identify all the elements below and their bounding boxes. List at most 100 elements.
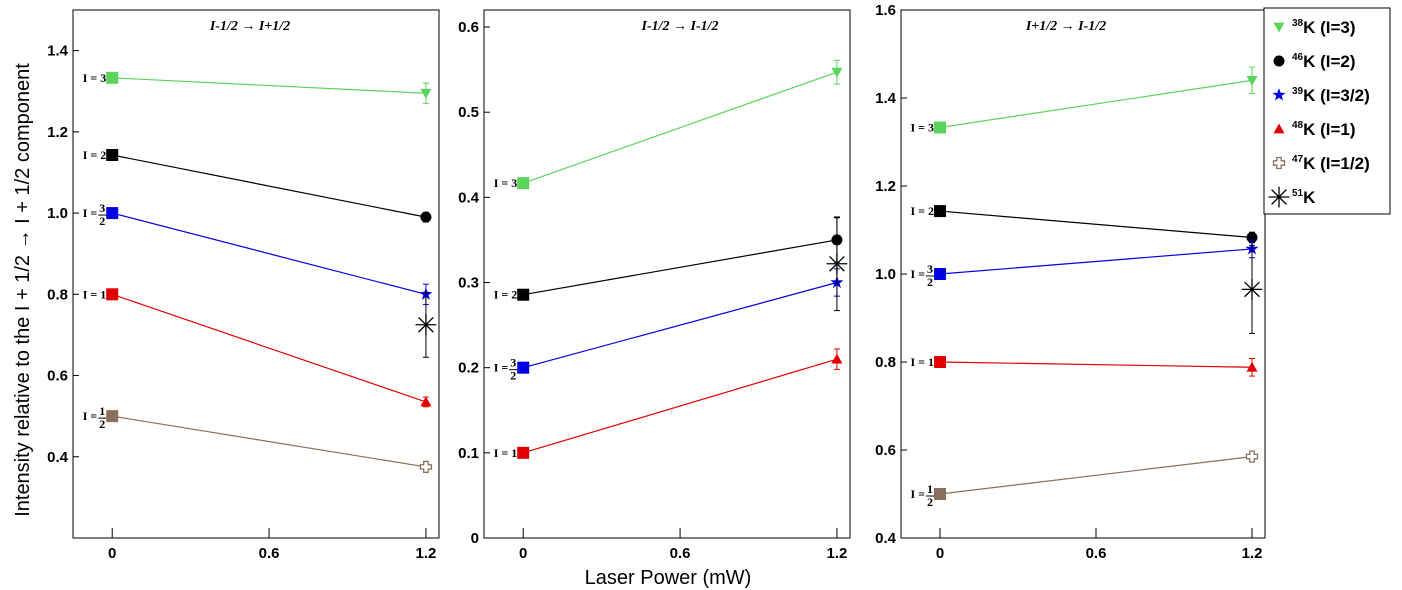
series-line bbox=[112, 154, 427, 218]
point-label-num: 3 bbox=[927, 262, 933, 276]
data-point-calc bbox=[934, 268, 946, 280]
data-point-measured bbox=[420, 211, 432, 223]
legend-entry-51K: 51K bbox=[1268, 186, 1316, 208]
series-51K bbox=[1241, 244, 1263, 334]
chart-panels: 0.4 0.6 0.8 1.0 1.2 1.4 0 0.6 1.2 I-1/2 → I+1/2 I … bbox=[47, 2, 1266, 562]
series-line bbox=[112, 415, 427, 468]
legend-label: 48K (I=1) bbox=[1292, 120, 1356, 139]
data-point-measured bbox=[1246, 76, 1258, 86]
series-39K: I = 32 bbox=[494, 268, 844, 383]
data-point-measured bbox=[831, 67, 843, 78]
data-point-measured bbox=[419, 460, 433, 474]
series-line bbox=[523, 281, 838, 369]
legend-label: 38K (I=3) bbox=[1292, 18, 1356, 37]
x-tick-label: 0.6 bbox=[1086, 545, 1107, 562]
legend-entry-38K: 38K (I=3) bbox=[1273, 18, 1356, 37]
plot-frame bbox=[72, 9, 440, 539]
series-line bbox=[939, 456, 1253, 495]
series-line bbox=[939, 361, 1253, 368]
data-point-measured bbox=[415, 314, 437, 336]
series-38K: I = 3 bbox=[494, 59, 843, 190]
series-line bbox=[939, 248, 1253, 275]
point-label: I = bbox=[910, 267, 925, 281]
data-point-calc bbox=[517, 288, 530, 301]
point-label-num: 1 bbox=[99, 404, 105, 418]
legend-label: 51K bbox=[1292, 188, 1316, 207]
legend-marker bbox=[1273, 123, 1285, 134]
y-tick-label: 0.8 bbox=[47, 286, 68, 303]
legend: 38K (I=3) 46K (I=2) 39K (I=3/2) 48K (I=1) 47… bbox=[1263, 7, 1391, 215]
data-point-calc bbox=[106, 207, 119, 220]
plot-frame bbox=[900, 9, 1266, 539]
legend-marker bbox=[1272, 156, 1286, 170]
panel-2: 0 0.1 0.2 0.3 0.4 0.5 0.6 0 0.6 1.2 I-1/2 → I-1/2 I… bbox=[458, 9, 851, 562]
point-label-den: 2 bbox=[510, 369, 516, 383]
panel-3: 0.4 0.6 0.8 1.0 1.2 1.4 1.6 0 0.6 1.2 I+1/2 → I-1/… bbox=[875, 2, 1266, 562]
legend-entry-47K: 47K (I=1/2) bbox=[1272, 154, 1370, 173]
x-tick-label: 0 bbox=[108, 545, 116, 562]
point-label-den: 2 bbox=[99, 417, 105, 431]
data-point-calc bbox=[106, 148, 119, 161]
data-point-measured bbox=[1241, 279, 1263, 300]
data-point-calc bbox=[517, 446, 530, 459]
data-point-measured bbox=[420, 88, 432, 99]
data-point-calc bbox=[934, 121, 946, 134]
point-label: I = 3 bbox=[83, 71, 107, 85]
legend-label: 47K (I=1/2) bbox=[1292, 154, 1370, 173]
y-tick-label: 1.6 bbox=[875, 2, 896, 19]
data-point-calc bbox=[517, 177, 530, 190]
series-line bbox=[523, 358, 838, 454]
data-point-measured bbox=[826, 253, 848, 275]
series-46K: I = 2 bbox=[910, 204, 1258, 244]
point-label: I = 1 bbox=[83, 287, 107, 301]
point-label: I = 2 bbox=[83, 148, 107, 162]
x-axis-label: Laser Power (mW) bbox=[585, 567, 752, 589]
y-tick-label: 0.4 bbox=[875, 530, 897, 547]
point-label: I = 1 bbox=[494, 446, 518, 460]
data-point-calc bbox=[106, 410, 119, 423]
series-38K: I = 3 bbox=[910, 66, 1258, 134]
point-label: I = 3 bbox=[494, 176, 518, 190]
x-tick-label: 1.2 bbox=[826, 545, 847, 562]
x-tick-label: 1.2 bbox=[415, 545, 436, 562]
series-39K: I = 32 bbox=[910, 239, 1259, 289]
point-label: I = bbox=[83, 206, 98, 220]
y-tick-label: 0.2 bbox=[458, 360, 479, 377]
series-38K: I = 3 bbox=[83, 71, 432, 104]
series-39K: I = 32 bbox=[83, 201, 433, 305]
data-point-calc bbox=[934, 205, 946, 218]
series-line bbox=[112, 293, 427, 403]
legend-marker bbox=[1273, 55, 1285, 67]
y-tick-label: 0.8 bbox=[875, 354, 896, 371]
y-tick-label: 1.0 bbox=[47, 205, 68, 222]
series-46K: I = 2 bbox=[494, 217, 843, 302]
y-tick-label: 0.6 bbox=[458, 19, 479, 36]
legend-entry-39K: 39K (I=3/2) bbox=[1272, 86, 1370, 105]
y-tick-label: 0.6 bbox=[875, 442, 896, 459]
data-point-calc bbox=[106, 288, 119, 301]
data-point-calc bbox=[934, 488, 946, 500]
series-line bbox=[112, 77, 426, 94]
point-label: I = bbox=[494, 361, 509, 375]
series-51K bbox=[415, 291, 437, 358]
series-line bbox=[939, 79, 1253, 129]
legend-entry-48K: 48K (I=1) bbox=[1273, 120, 1356, 139]
y-tick-label: 0.4 bbox=[458, 189, 480, 206]
y-tick-label: 0.6 bbox=[47, 368, 68, 385]
data-point-measured bbox=[420, 396, 432, 407]
series-line bbox=[112, 212, 427, 295]
data-point-calc bbox=[517, 361, 530, 374]
series-47K: I = 12 bbox=[910, 450, 1259, 509]
data-point-calc bbox=[106, 71, 119, 84]
panel-title: I-1/2 → I+1/2 bbox=[209, 19, 290, 34]
x-tick-label: 0 bbox=[519, 545, 527, 562]
point-label-num: 3 bbox=[99, 201, 105, 215]
series-line bbox=[523, 71, 838, 184]
y-tick-label: 0.5 bbox=[458, 104, 479, 121]
series-48K: I = 1 bbox=[494, 348, 843, 460]
y-tick-label: 0.4 bbox=[47, 449, 69, 466]
y-tick-label: 1.2 bbox=[875, 178, 896, 195]
plot-frame bbox=[483, 9, 851, 539]
point-label-den: 2 bbox=[927, 495, 933, 509]
